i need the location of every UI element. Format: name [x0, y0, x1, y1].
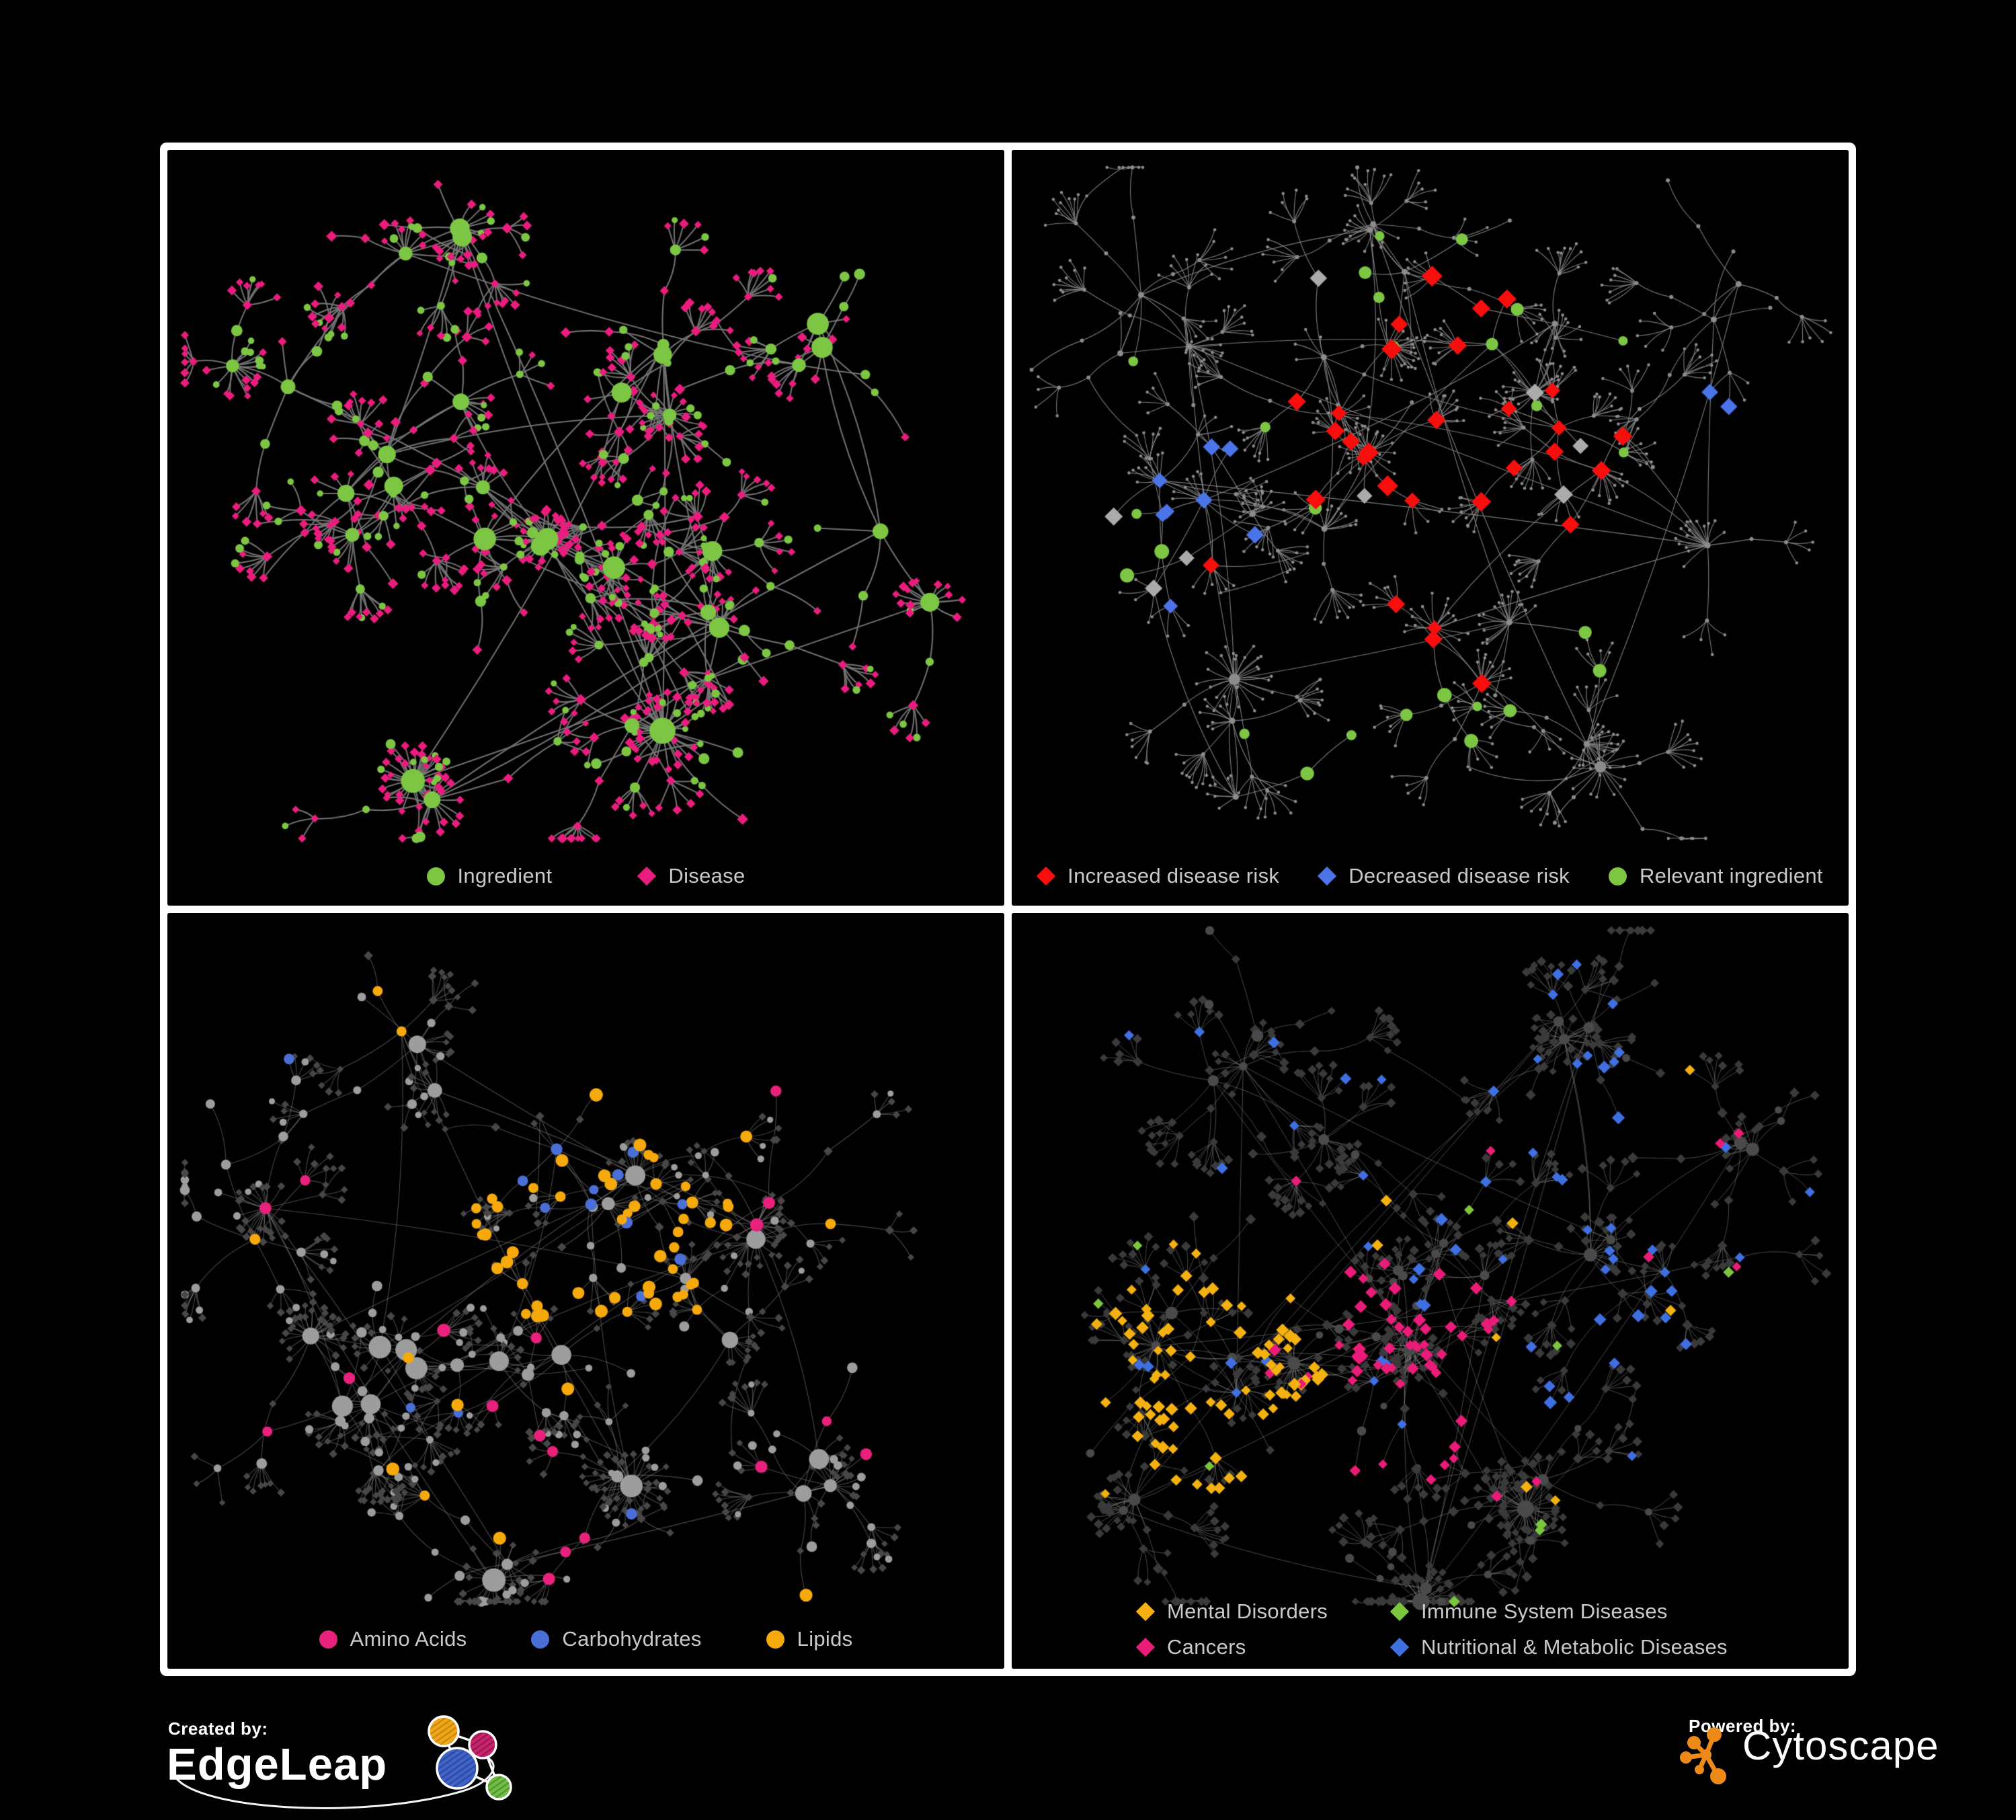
- edgeleap-wordmark: EdgeLeap: [167, 1739, 388, 1790]
- edgeleap-node-green: [485, 1774, 512, 1801]
- panel-disease-risk: Increased disease risk Decreased disease …: [1012, 150, 1849, 906]
- network-canvas: [167, 150, 1004, 906]
- network-canvas: [1012, 913, 1849, 1669]
- edgeleap-logo-icon: [428, 1715, 512, 1801]
- edgeleap-node-blue: [436, 1747, 479, 1790]
- panel-grid: Ingredient Disease Increased disease risk…: [160, 143, 1856, 1676]
- cytoscape-wordmark: Cytoscape: [1742, 1723, 1939, 1768]
- created-by-label: Created by:: [168, 1718, 268, 1739]
- powered-by-label: Powered by:: [1689, 1716, 1797, 1736]
- edgeleap-node-magenta: [468, 1730, 497, 1759]
- cytoscape-logo-icon: [1680, 1727, 1726, 1784]
- panel-disease-classes: Mental Disorders Immune System Diseases Ca…: [1012, 913, 1849, 1669]
- panel-ingredient-disease: Ingredient Disease: [167, 150, 1004, 906]
- network-canvas: [167, 913, 1004, 1669]
- panel-ingredient-classes: Amino Acids Carbohydrates Lipids: [167, 913, 1004, 1669]
- network-canvas: [1012, 150, 1849, 906]
- edgeleap-node-orange: [428, 1715, 460, 1747]
